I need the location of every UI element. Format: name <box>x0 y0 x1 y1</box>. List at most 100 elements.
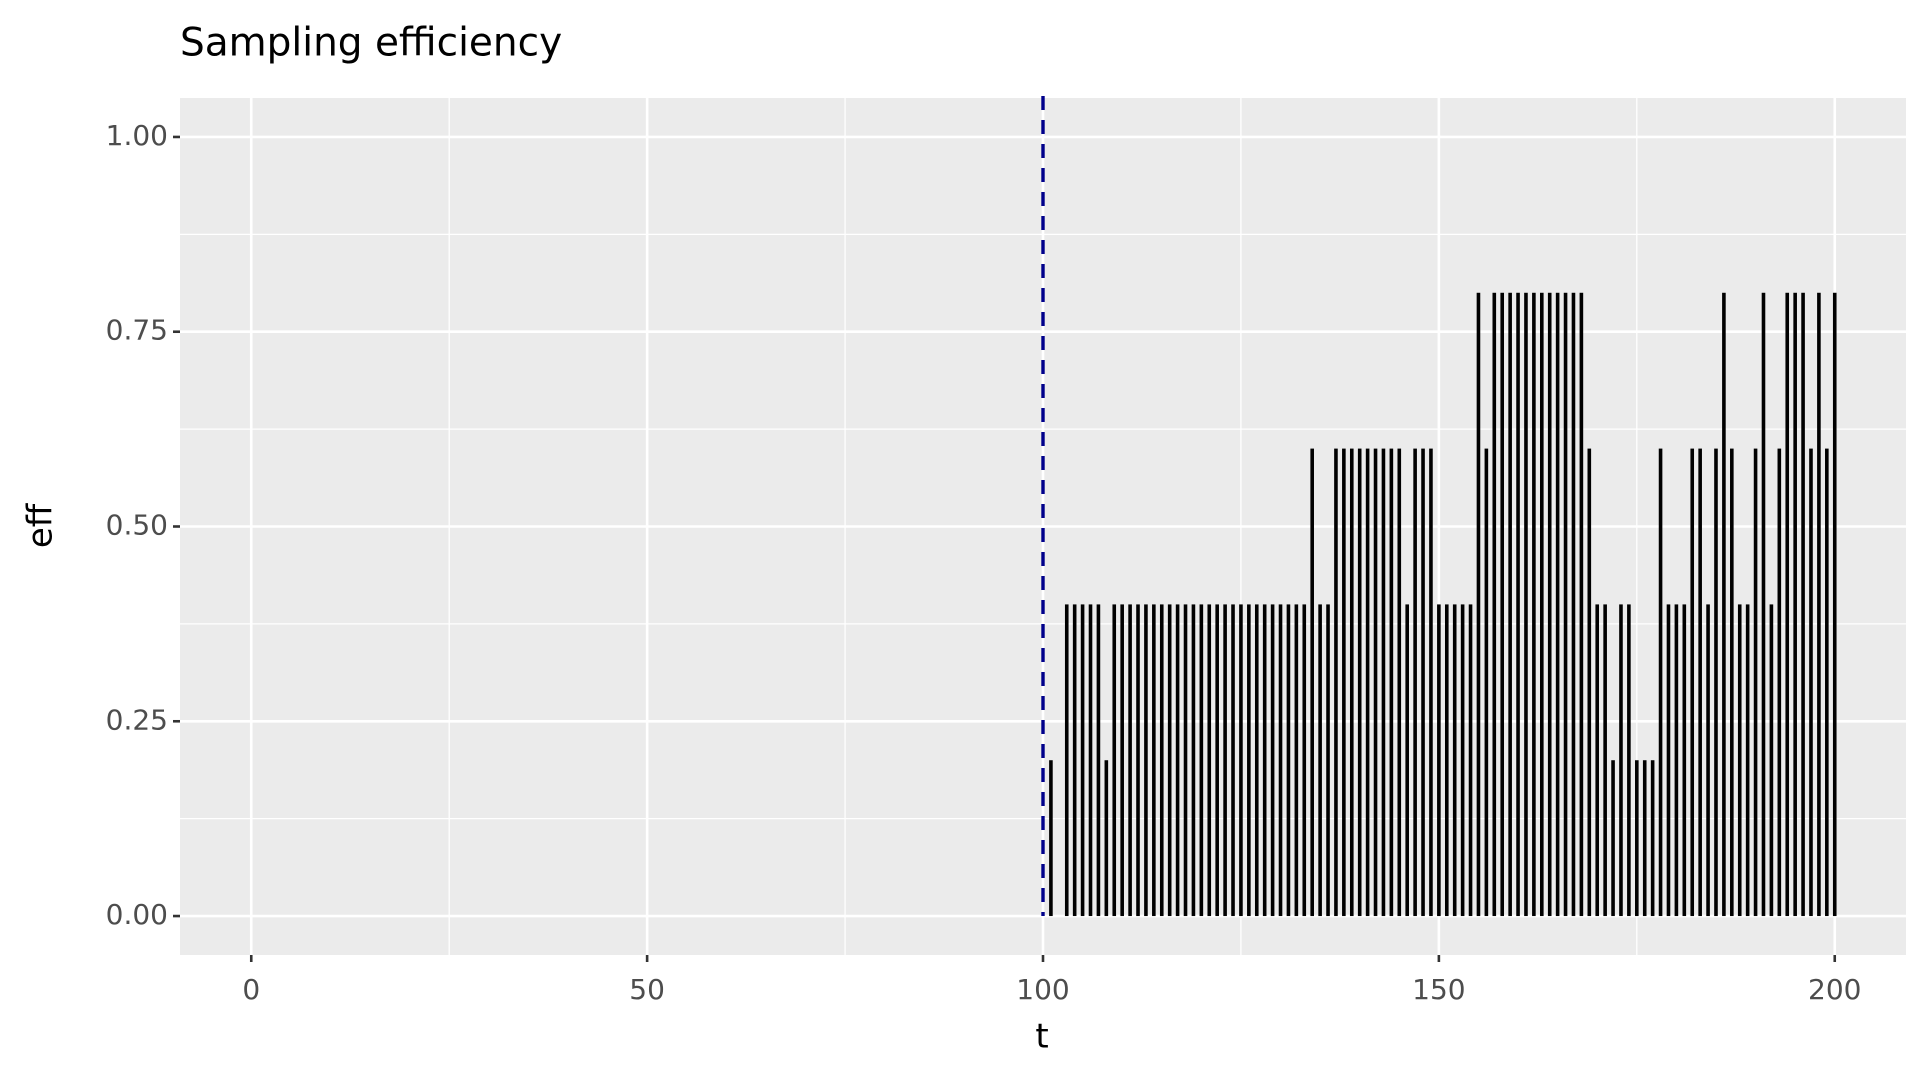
x-tick-label: 150 <box>1412 973 1465 1006</box>
y-tick-label: 0.25 <box>106 703 168 736</box>
bar <box>1286 604 1291 917</box>
bar <box>1152 604 1156 917</box>
bar <box>1658 448 1663 917</box>
bar <box>1104 760 1109 917</box>
bar <box>1737 604 1742 917</box>
bar <box>1247 604 1251 917</box>
chart-title: Sampling efficiency <box>180 21 562 66</box>
x-tick-label: 100 <box>1016 973 1069 1006</box>
bar <box>1476 292 1481 917</box>
bar <box>1318 604 1322 917</box>
bar <box>1365 448 1370 917</box>
bar <box>1674 604 1679 917</box>
bar <box>1072 604 1077 917</box>
bar <box>1080 604 1085 917</box>
y-tick-label: 0.75 <box>106 314 168 347</box>
bar <box>1793 292 1797 917</box>
bar <box>1563 292 1568 917</box>
bar <box>1666 604 1671 917</box>
bar <box>1508 292 1512 917</box>
bar <box>1452 604 1457 917</box>
x-tick-label: 0 <box>242 973 260 1006</box>
bar <box>1342 448 1346 917</box>
y-tick-label: 0.50 <box>106 509 168 542</box>
bar <box>1650 760 1655 917</box>
bar <box>1642 760 1647 917</box>
bar <box>1175 604 1180 917</box>
bar <box>1769 604 1774 917</box>
bar <box>1785 292 1790 917</box>
bar <box>1730 448 1734 917</box>
bar <box>1183 604 1188 917</box>
bar <box>1167 604 1172 917</box>
bar <box>1405 604 1410 917</box>
bar <box>1682 604 1687 917</box>
bar <box>1302 604 1307 917</box>
bar <box>1088 604 1093 917</box>
bar <box>1270 604 1275 917</box>
bar <box>1231 604 1235 917</box>
bar <box>1191 604 1196 917</box>
x-tick-label: 50 <box>629 973 665 1006</box>
bar <box>1722 292 1726 917</box>
bar <box>1539 292 1544 917</box>
bar <box>1761 292 1766 917</box>
bar <box>1832 292 1837 917</box>
bar <box>1278 604 1283 917</box>
bar <box>1389 448 1394 917</box>
bar <box>1547 292 1552 917</box>
bar <box>1579 292 1584 917</box>
bar <box>1690 448 1695 917</box>
bar <box>1524 292 1528 917</box>
bar <box>1334 448 1338 917</box>
bar <box>1049 760 1053 917</box>
bar <box>1239 604 1243 917</box>
bar <box>1294 604 1299 917</box>
bar <box>1254 604 1259 917</box>
bar <box>1698 448 1702 917</box>
y-axis-label: eff <box>21 502 61 548</box>
bar <box>1357 448 1362 917</box>
bar <box>1611 760 1615 917</box>
bar <box>1159 604 1164 917</box>
y-tick-label: 0.00 <box>106 898 168 931</box>
bar <box>1817 292 1821 917</box>
y-tick-label: 1.00 <box>106 119 168 152</box>
bar <box>1199 604 1204 917</box>
bar <box>1262 604 1267 917</box>
bar <box>1437 604 1441 917</box>
bar <box>1136 604 1140 917</box>
bar <box>1627 604 1631 917</box>
bar <box>1587 448 1592 917</box>
bar <box>1484 448 1489 917</box>
bar <box>1144 604 1148 917</box>
bar <box>1349 448 1354 917</box>
bar <box>1777 448 1782 917</box>
bar <box>1381 448 1386 917</box>
bar <box>1706 604 1710 917</box>
bar <box>1603 604 1607 917</box>
x-tick-label: 200 <box>1808 973 1861 1006</box>
bar <box>1492 292 1497 917</box>
bar <box>1064 604 1069 917</box>
bar <box>1413 448 1417 917</box>
bar <box>1112 604 1117 917</box>
bar <box>1397 448 1402 917</box>
bar <box>1207 604 1212 917</box>
bar <box>1500 292 1505 917</box>
bar <box>1555 292 1560 917</box>
bar <box>1373 448 1378 917</box>
bar <box>1223 604 1227 917</box>
bar <box>1825 448 1829 917</box>
bar <box>1215 604 1219 917</box>
bar <box>1516 292 1520 917</box>
x-axis-label: t <box>1035 1017 1048 1057</box>
bar <box>1595 604 1600 917</box>
bar <box>1714 448 1718 917</box>
bar <box>1809 448 1813 917</box>
bar <box>1571 292 1576 917</box>
bar <box>1326 604 1330 917</box>
bar <box>1460 604 1465 917</box>
bar <box>1421 448 1425 917</box>
